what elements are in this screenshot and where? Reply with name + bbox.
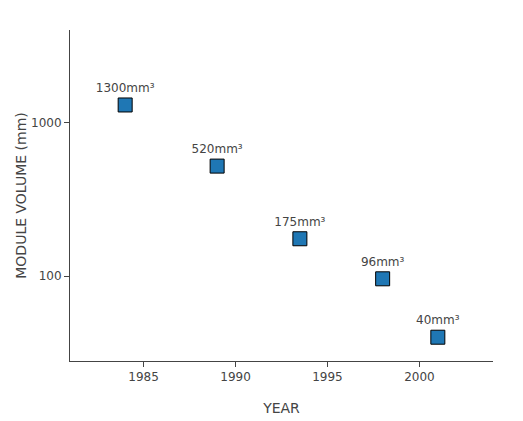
svg-text:MODULE VOLUME (mm): MODULE VOLUME (mm) (13, 112, 29, 279)
svg-text:40mm³: 40mm³ (416, 313, 460, 327)
svg-text:YEAR: YEAR (262, 400, 300, 416)
svg-text:100: 100 (39, 269, 62, 283)
svg-text:96mm³: 96mm³ (361, 255, 405, 269)
svg-text:175mm³: 175mm³ (274, 215, 325, 229)
svg-text:1990: 1990 (220, 370, 251, 384)
svg-text:1000: 1000 (31, 116, 62, 130)
svg-text:1300mm³: 1300mm³ (96, 81, 155, 95)
svg-text:2000: 2000 (404, 370, 435, 384)
svg-text:520mm³: 520mm³ (192, 142, 243, 156)
svg-text:1995: 1995 (312, 370, 343, 384)
svg-text:1985: 1985 (128, 370, 159, 384)
